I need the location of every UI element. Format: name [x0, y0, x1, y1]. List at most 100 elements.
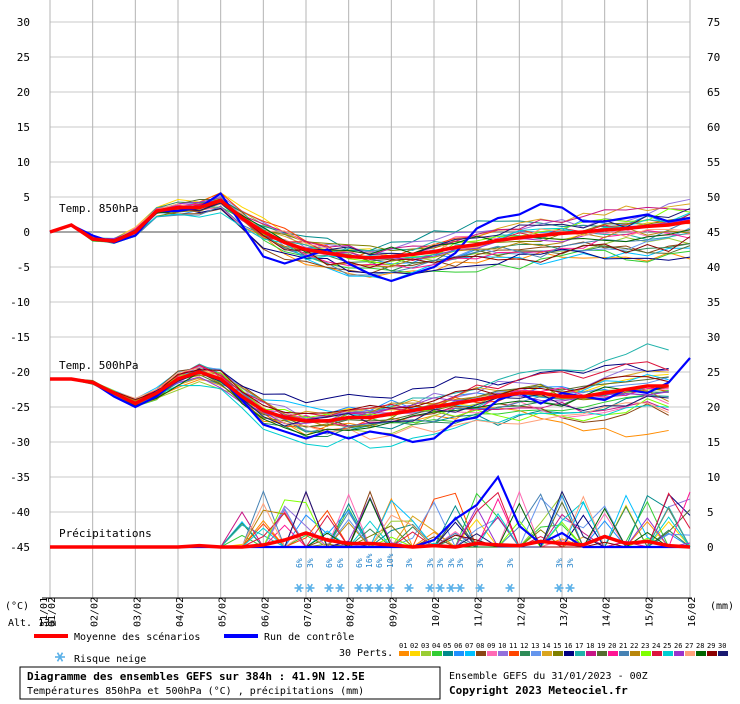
perturbation-number: 29	[707, 642, 715, 650]
perturbation-swatch	[575, 651, 585, 656]
right-tick-label: 0	[707, 541, 714, 554]
snowflake-center	[377, 586, 381, 590]
left-tick-label: 15	[17, 121, 30, 134]
right-tick-label: 15	[707, 436, 720, 449]
snowflake-center	[438, 586, 442, 590]
snowflake-icon	[455, 583, 465, 593]
perturbation-number: 07	[465, 642, 473, 650]
footer-run: Ensemble GEFS du 31/01/2023 - 00Z	[449, 671, 648, 682]
perturbation-swatch	[410, 651, 420, 656]
snow-pct-label: 3%	[456, 558, 465, 568]
perturbation-number: 08	[476, 642, 484, 650]
mean-line-t850	[49, 198, 691, 260]
right-axis-unit: (mm)	[710, 601, 734, 612]
x-date-label: 09/02	[388, 597, 399, 627]
left-axis-unit: (°C)	[5, 601, 29, 612]
x-date-label: 01/02	[47, 597, 58, 627]
member-line-t500	[49, 361, 669, 417]
member-line-t850	[49, 199, 691, 269]
perturbation-number: 01	[399, 642, 407, 650]
snowflake-center	[458, 586, 462, 590]
snow-pct-label: 6%	[375, 558, 384, 568]
left-tick-label: 10	[17, 156, 30, 169]
x-date-label: 13/02	[559, 597, 570, 627]
perturbation-number: 22	[630, 642, 638, 650]
left-tick-label: 0	[23, 226, 30, 239]
perturbation-swatch	[718, 651, 728, 656]
snowflake-icon	[565, 583, 575, 593]
member-line-t500	[49, 363, 669, 404]
snowflake-center	[428, 586, 432, 590]
x-date-label: 02/02	[90, 597, 101, 627]
snowflake-center	[388, 586, 392, 590]
right-tick-label: 5	[707, 506, 714, 519]
snowflake-center	[367, 586, 371, 590]
x-date-prefix-label: 31/01	[39, 597, 50, 627]
snowflake-icon	[554, 583, 564, 593]
footer-title: Diagramme des ensembles GEFS sur 384h : …	[27, 670, 365, 683]
perturbation-swatch	[531, 651, 541, 656]
snow-pct-label: 3%	[306, 558, 315, 568]
snow-pct-label: 3%	[476, 558, 485, 568]
right-tick-label: 50	[707, 191, 720, 204]
perturbation-swatch	[421, 651, 431, 656]
x-date-label: 12/02	[516, 597, 527, 627]
perturbation-number: 23	[641, 642, 649, 650]
legend-snow-label: Risque neige	[74, 654, 146, 665]
left-tick-label: -10	[10, 296, 30, 309]
left-tick-label: -30	[10, 436, 30, 449]
perturbation-swatch	[608, 651, 618, 656]
snowflake-center	[478, 586, 482, 590]
snow-pct-label: 6%	[355, 558, 364, 568]
perturbation-swatch	[696, 651, 706, 656]
x-date-label: 07/02	[303, 597, 314, 627]
perturbation-swatch	[443, 651, 453, 656]
snowflake-center	[449, 586, 453, 590]
label-precip: Précipitations	[59, 527, 152, 540]
left-tick-label: -40	[10, 506, 30, 519]
right-tick-label: 10	[707, 471, 720, 484]
x-date-label: 04/02	[175, 597, 186, 627]
perturbation-legend: 01 02 03 04 05 06 07 08 09 10 11 12 13 14 15 16 17 18 19 20…	[399, 642, 728, 656]
snowflake-icon	[446, 583, 456, 593]
x-date-label: 03/02	[132, 597, 143, 627]
x-date-label: 08/02	[346, 597, 357, 627]
snowflake-center	[568, 586, 572, 590]
left-tick-label: 5	[23, 191, 30, 204]
perturbation-number: 12	[520, 642, 528, 650]
snowflake-icon-glyph	[55, 652, 65, 662]
snowflake-icon	[425, 583, 435, 593]
perturbation-number: 28	[696, 642, 704, 650]
member-line-t500	[49, 371, 669, 436]
snowflake-center	[407, 586, 411, 590]
perturbation-swatch	[652, 651, 662, 656]
right-tick-label: 20	[707, 401, 720, 414]
perturbation-number: 20	[608, 642, 616, 650]
right-tick-label: 25	[707, 366, 720, 379]
perturbation-swatch	[553, 651, 563, 656]
x-date-label: 16/02	[687, 597, 698, 627]
perturbation-swatch	[465, 651, 475, 656]
x-date-label: 15/02	[644, 597, 655, 627]
perturbation-number: 15	[553, 642, 561, 650]
perturbation-number: 04	[432, 642, 440, 650]
perturbation-swatch	[487, 651, 497, 656]
perturbation-swatch	[630, 651, 640, 656]
snowflake-icon	[505, 583, 515, 593]
left-tick-label: -20	[10, 366, 30, 379]
perturbation-number: 19	[597, 642, 605, 650]
perturbation-swatch	[685, 651, 695, 656]
grid-lines	[49, 0, 691, 598]
perturbation-swatch	[707, 651, 717, 656]
snowflake-center	[58, 655, 62, 659]
perturbation-swatch	[663, 651, 673, 656]
x-date-label: 10/02	[431, 597, 442, 627]
snow-pct-label: 3%	[555, 558, 564, 568]
snowflake-center	[338, 586, 342, 590]
snowflake-center	[308, 586, 312, 590]
snowflake-icon	[435, 583, 445, 593]
perturbation-number: 17	[575, 642, 583, 650]
perturbation-number: 21	[619, 642, 627, 650]
